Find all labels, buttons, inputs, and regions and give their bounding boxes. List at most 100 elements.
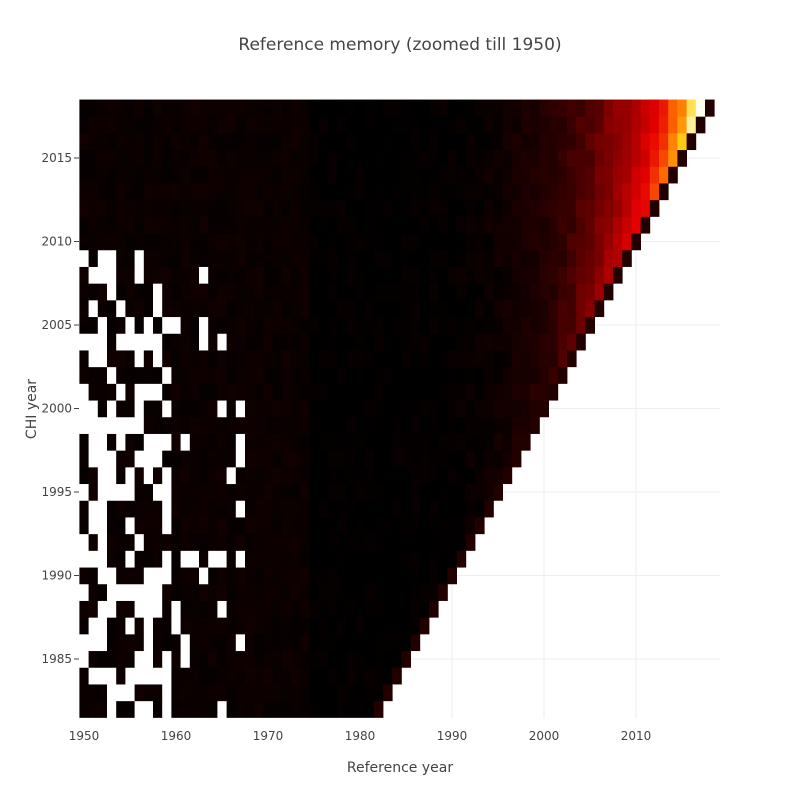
heatmap-cell	[254, 617, 264, 635]
heatmap-cell	[401, 450, 411, 468]
heatmap-cell	[125, 416, 135, 434]
heatmap-cell	[548, 266, 559, 284]
heatmap-cell	[254, 684, 264, 702]
heatmap-cell	[576, 116, 586, 134]
heatmap-cell	[392, 149, 402, 167]
heatmap-cell	[521, 166, 531, 184]
heatmap-cell	[272, 450, 283, 468]
heatmap-cell	[217, 633, 227, 652]
heatmap-cell	[576, 233, 586, 251]
heatmap-cell	[585, 99, 595, 117]
heatmap-cell	[484, 383, 494, 401]
heatmap-cell	[364, 550, 375, 568]
heatmap-cell	[107, 416, 117, 434]
heatmap-cell	[548, 183, 559, 201]
heatmap-cell	[456, 233, 467, 251]
heatmap-cell	[208, 216, 218, 234]
heatmap-cell	[401, 383, 411, 401]
heatmap-cell	[511, 249, 522, 267]
heatmap-cell	[456, 249, 467, 267]
heatmap-cell	[318, 316, 329, 334]
heatmap-cell	[327, 266, 338, 284]
heatmap-cell	[640, 183, 651, 201]
heatmap-cell	[401, 166, 411, 184]
heatmap-cell	[337, 183, 347, 201]
heatmap-cell	[410, 233, 421, 251]
heatmap-cell	[180, 650, 191, 668]
heatmap-cell	[208, 166, 218, 184]
heatmap-cell	[447, 350, 457, 368]
heatmap-cell	[263, 633, 273, 652]
heatmap-cell	[622, 249, 632, 267]
heatmap-cell	[263, 684, 273, 702]
heatmap-cell	[125, 466, 135, 485]
heatmap-cell	[143, 500, 154, 518]
heatmap-cell	[254, 500, 264, 518]
heatmap-cell	[281, 400, 292, 418]
heatmap-cell	[97, 466, 108, 485]
heatmap-cell	[245, 183, 255, 201]
heatmap-cell	[217, 533, 227, 551]
heatmap-cell	[217, 617, 227, 635]
heatmap-cell	[401, 533, 411, 551]
heatmap-cell	[199, 350, 209, 368]
heatmap-cell	[521, 149, 531, 167]
heatmap-cell	[429, 183, 439, 201]
heatmap-cell	[217, 483, 227, 501]
heatmap-cell	[410, 183, 421, 201]
heatmap-cell	[429, 132, 439, 151]
heatmap-cell	[346, 216, 356, 234]
heatmap-cell	[291, 483, 301, 501]
heatmap-cell	[217, 567, 227, 585]
heatmap-cell	[355, 433, 365, 451]
heatmap-cell	[107, 266, 117, 284]
heatmap-cell	[189, 99, 200, 117]
heatmap-cell	[107, 583, 117, 601]
heatmap-cell	[493, 433, 503, 451]
heatmap-cell	[530, 366, 540, 384]
heatmap-cell	[346, 400, 356, 418]
heatmap-cell	[410, 433, 421, 451]
heatmap-cell	[392, 500, 402, 518]
heatmap-cell	[300, 266, 310, 284]
heatmap-cell	[613, 132, 623, 151]
heatmap-cell	[438, 483, 448, 501]
heatmap-cell	[116, 183, 126, 201]
heatmap-cell	[263, 466, 273, 485]
heatmap-cell	[199, 216, 209, 234]
heatmap-cell	[429, 600, 439, 618]
heatmap-cell	[235, 550, 246, 568]
x-tick-label: 1980	[345, 729, 376, 743]
heatmap-cell	[143, 132, 154, 151]
heatmap-cell	[502, 366, 513, 384]
heatmap-cell	[438, 116, 448, 134]
heatmap-cell	[88, 517, 99, 535]
heatmap-cell	[521, 266, 531, 284]
heatmap-cell	[125, 433, 135, 451]
heatmap-cell	[410, 149, 421, 167]
heatmap-cell	[171, 383, 181, 401]
heatmap-cell	[318, 266, 329, 284]
heatmap-cell	[180, 466, 191, 485]
heatmap-cell	[291, 617, 301, 635]
heatmap-cell	[640, 99, 651, 117]
heatmap-cell	[318, 533, 329, 551]
heatmap-cell	[447, 149, 457, 167]
heatmap-cell	[484, 166, 494, 184]
heatmap-cell	[79, 633, 89, 652]
heatmap-cell	[502, 350, 513, 368]
heatmap-cell	[548, 216, 559, 234]
heatmap-cell	[410, 400, 421, 418]
heatmap-cell	[530, 333, 540, 351]
heatmap-cell	[511, 132, 522, 151]
heatmap-cell	[217, 700, 227, 718]
heatmap-cell	[125, 383, 135, 401]
heatmap-cell	[419, 567, 430, 585]
heatmap-cell	[189, 433, 200, 451]
heatmap-cell	[392, 650, 402, 668]
heatmap-cell	[180, 350, 191, 368]
heatmap-cell	[392, 216, 402, 234]
heatmap-cell	[281, 266, 292, 284]
heatmap-cell	[97, 700, 108, 718]
heatmap-cell	[318, 650, 329, 668]
